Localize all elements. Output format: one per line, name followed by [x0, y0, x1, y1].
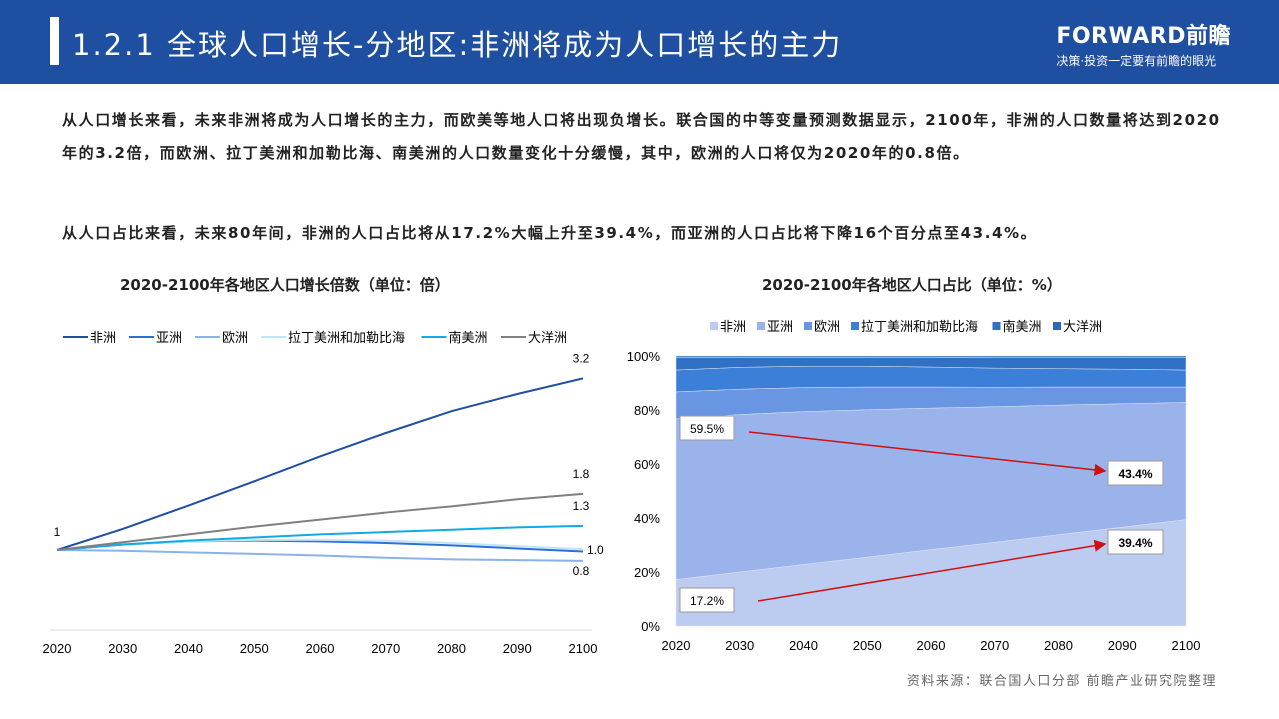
x-tick-label: 2030	[108, 641, 137, 656]
logo-text: FORWARD前瞻	[1056, 24, 1231, 49]
arrow-africa	[757, 539, 1107, 602]
paragraph-growth: 从人口增长来看，未来非洲将成为人口增长的主力，而欧美等地人口将出现负增长。联合国…	[62, 111, 1221, 162]
series-line-2	[56, 549, 584, 562]
x-tick-label: 2020	[43, 641, 72, 656]
data-label: 1.8	[573, 467, 590, 481]
y-tick-label: 0%	[641, 619, 660, 634]
legend-swatch	[992, 322, 1001, 330]
data-label: 1	[54, 525, 61, 539]
legend-label: 拉丁美洲和加勒比海	[288, 330, 405, 345]
x-tick-label: 2040	[174, 641, 203, 656]
annotation-box	[679, 415, 735, 441]
series-line-0	[56, 377, 584, 551]
x-tick-label: 2070	[371, 641, 400, 656]
annotation-box	[1107, 529, 1164, 555]
paragraph-share: 从人口占比来看，未来80年间，非洲的人口占比将从17.2%大幅上升至39.4%，…	[62, 224, 1038, 242]
data-label: 3.2	[573, 351, 590, 365]
source-note: 资料来源：联合国人口分部 前瞻产业研究院整理	[906, 674, 1217, 689]
right-chart-title: 2020-2100年各地区人口占比（单位：%）	[762, 276, 1062, 294]
x-tick-label: 2080	[437, 641, 466, 656]
x-tick-label: 2090	[1108, 638, 1137, 653]
annotation-label: 17.2%	[690, 594, 724, 608]
legend-label: 亚洲	[767, 319, 793, 334]
x-tick-label: 2100	[569, 641, 598, 656]
legend-label: 南美洲	[449, 330, 488, 345]
legend-label: 拉丁美洲和加勒比海	[861, 319, 978, 334]
legend-swatch	[1053, 322, 1061, 330]
x-tick-label: 2050	[240, 641, 269, 656]
annotation-label: 59.5%	[690, 422, 724, 436]
legend-swatch	[710, 322, 718, 330]
legend-label: 欧洲	[814, 319, 840, 334]
series-line-5	[56, 492, 584, 551]
legend-label: 非洲	[720, 319, 746, 334]
y-tick-label: 80%	[634, 403, 660, 418]
annotation-box	[1107, 460, 1164, 486]
legend-swatch	[757, 322, 765, 330]
x-tick-label: 2040	[789, 638, 818, 653]
y-tick-label: 60%	[634, 457, 660, 472]
data-label: 1.0	[587, 543, 604, 557]
y-tick-label: 20%	[634, 565, 660, 580]
legend-label: 大洋洲	[1063, 319, 1102, 334]
legend-swatch	[851, 322, 859, 330]
left-chart-title: 2020-2100年各地区人口增长倍数（单位：倍）	[120, 276, 450, 294]
logo: FORWARD前瞻 决策·投资一定要有前瞻的眼光	[1056, 18, 1231, 69]
legend-label: 大洋洲	[528, 330, 567, 345]
x-tick-label: 2060	[917, 638, 946, 653]
annotation-label: 39.4%	[1118, 536, 1152, 550]
legend-swatch	[804, 322, 812, 330]
x-tick-label: 2100	[1172, 638, 1201, 653]
legend-label: 南美洲	[1003, 319, 1042, 334]
x-tick-label: 2070	[980, 638, 1009, 653]
arrow-asia	[748, 431, 1107, 476]
y-tick-label: 100%	[627, 349, 661, 364]
x-tick-label: 2090	[503, 641, 532, 656]
legend-label: 非洲	[90, 330, 116, 345]
legend-label: 亚洲	[156, 330, 182, 345]
x-tick-label: 2050	[853, 638, 882, 653]
title-accent-bar	[50, 17, 59, 65]
page-title: 1.2.1 全球人口增长-分地区:非洲将成为人口增长的主力	[72, 28, 843, 62]
x-tick-label: 2060	[306, 641, 335, 656]
annotation-label: 43.4%	[1118, 467, 1152, 481]
x-tick-label: 2080	[1044, 638, 1073, 653]
header-bar: 1.2.1 全球人口增长-分地区:非洲将成为人口增长的主力 FORWARD前瞻 …	[0, 0, 1279, 84]
x-tick-label: 2030	[725, 638, 754, 653]
share-area-chart: 0% 20% 40% 60% 80% 100% 2020 2030 2040 2050 2060 20…	[627, 319, 1201, 653]
x-tick-label: 2020	[662, 638, 691, 653]
series-line-4	[56, 524, 584, 551]
data-label: 0.8	[573, 564, 590, 578]
area-5	[675, 355, 1187, 358]
growth-line-chart: 2020 2030 2040 2050 2060 2070 2080 2090 2100 非洲 亚洲…	[43, 330, 604, 656]
legend-label: 欧洲	[222, 330, 248, 345]
annotation-box	[679, 587, 735, 613]
logo-slogan: 决策·投资一定要有前瞻的眼光	[1056, 54, 1217, 68]
y-tick-label: 40%	[634, 511, 660, 526]
data-label: 1.3	[573, 499, 590, 513]
